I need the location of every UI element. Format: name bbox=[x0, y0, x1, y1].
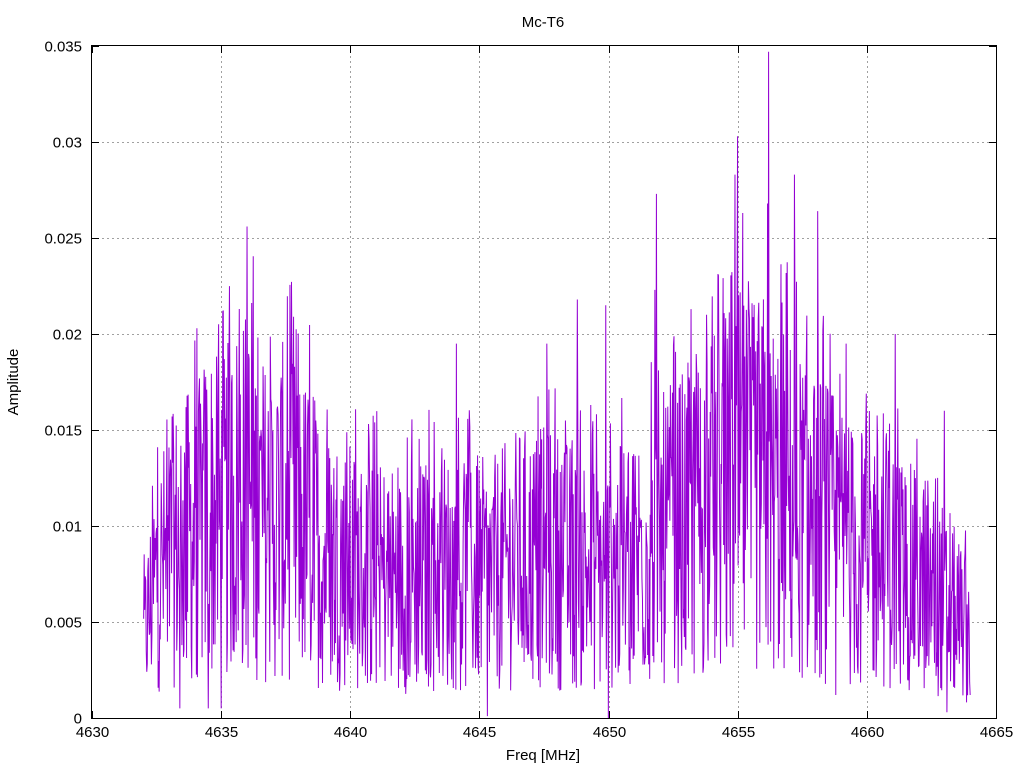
y-tick-label: 0.025 bbox=[44, 231, 82, 248]
x-axis-label: Freq [MHz] bbox=[506, 747, 580, 764]
x-tick-label: 4660 bbox=[851, 724, 884, 741]
x-tick-label: 4630 bbox=[76, 724, 109, 741]
x-tick-label: 4650 bbox=[593, 724, 626, 741]
series-layer bbox=[143, 51, 971, 719]
y-tick-labels: 0 0.005 0.01 0.015 0.02 0.025 0.03 0.035 bbox=[44, 39, 82, 728]
chart-title: Mc-T6 bbox=[522, 14, 565, 31]
plot-frame bbox=[91, 45, 997, 719]
x-tick-label: 4635 bbox=[205, 724, 238, 741]
x-tick-label: 4640 bbox=[334, 724, 367, 741]
y-axis-label: Amplitude bbox=[5, 349, 22, 416]
x-tick-label: 4665 bbox=[980, 724, 1013, 741]
axis-ticks bbox=[92, 46, 997, 719]
x-tick-labels: 4630 4635 4640 4645 4650 4655 4660 4665 bbox=[76, 724, 1013, 741]
y-tick-label: 0.015 bbox=[44, 423, 82, 440]
y-tick-label: 0 bbox=[74, 711, 82, 728]
y-tick-label: 0.03 bbox=[53, 135, 82, 152]
x-tick-label: 4655 bbox=[722, 724, 755, 741]
series-line bbox=[143, 51, 971, 719]
y-tick-label: 0.01 bbox=[53, 519, 82, 536]
y-tick-label: 0.02 bbox=[53, 327, 82, 344]
y-tick-label: 0.035 bbox=[44, 39, 82, 56]
x-tick-label: 4645 bbox=[463, 724, 496, 741]
y-tick-label: 0.005 bbox=[44, 615, 82, 632]
